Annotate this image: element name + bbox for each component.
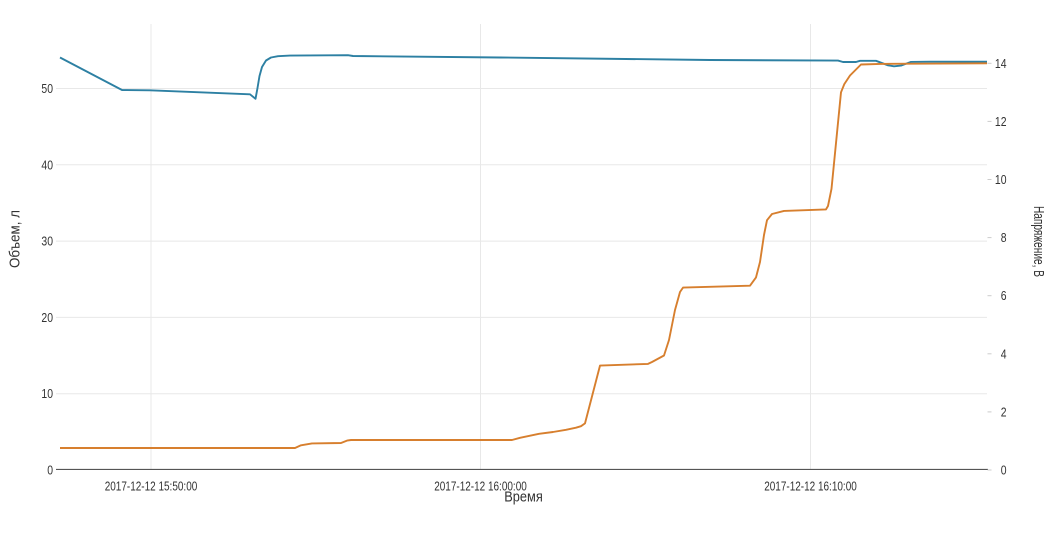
svg-text:10: 10 — [41, 386, 53, 401]
svg-text:0: 0 — [47, 463, 53, 478]
svg-text:2017-12-12 16:10:00: 2017-12-12 16:10:00 — [764, 478, 857, 493]
svg-text:2017-12-12 16:00:00: 2017-12-12 16:00:00 — [434, 478, 527, 493]
svg-text:2: 2 — [1001, 404, 1007, 419]
svg-text:20: 20 — [41, 310, 53, 325]
svg-text:Время: Время — [504, 489, 543, 506]
svg-text:50: 50 — [41, 81, 53, 96]
svg-text:6: 6 — [1001, 288, 1007, 303]
svg-text:30: 30 — [41, 234, 53, 249]
svg-text:14: 14 — [995, 56, 1007, 71]
svg-text:4: 4 — [1001, 346, 1007, 361]
svg-text:Напряжение, В: Напряжение, В — [1030, 206, 1047, 277]
svg-text:2017-12-12 15:50:00: 2017-12-12 15:50:00 — [105, 478, 198, 493]
svg-text:10: 10 — [995, 172, 1007, 187]
svg-text:40: 40 — [41, 157, 53, 172]
svg-text:8: 8 — [1001, 230, 1007, 245]
svg-text:0: 0 — [1001, 463, 1007, 478]
svg-text:12: 12 — [995, 114, 1007, 129]
svg-text:Объем, л: Объем, л — [7, 210, 24, 268]
